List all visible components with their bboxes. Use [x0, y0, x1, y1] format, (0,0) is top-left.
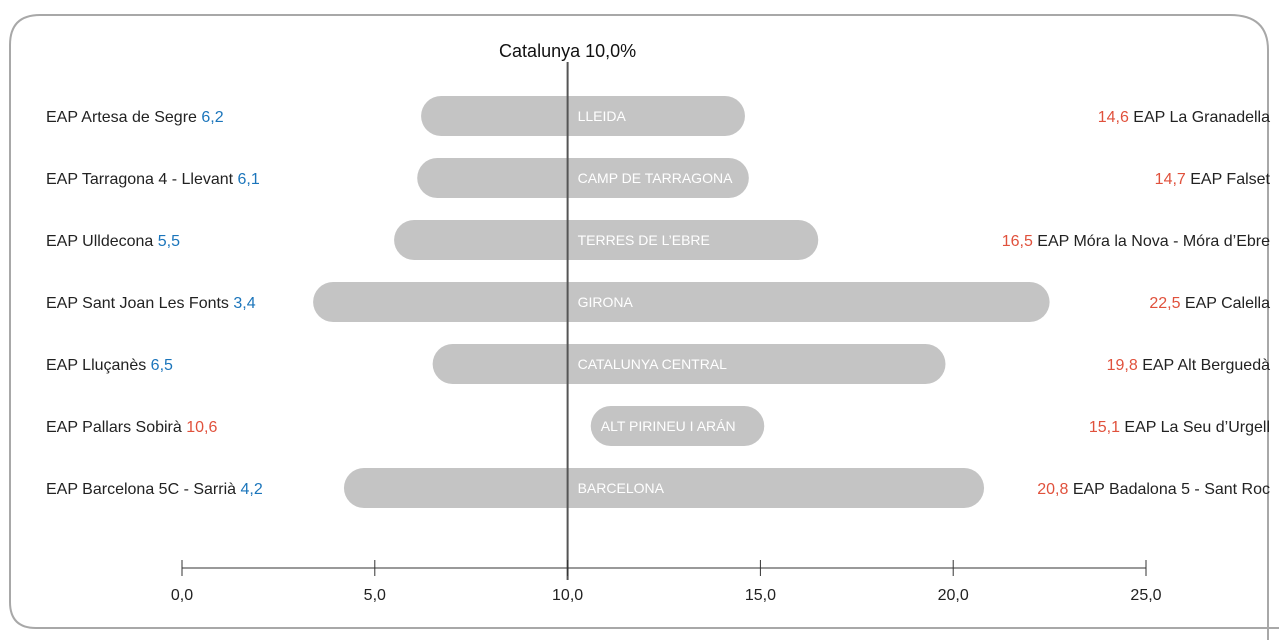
max-eap-label: 15,1 EAP La Seu d’Urgell — [1089, 419, 1270, 436]
max-eap-name: EAP Móra la Nova - Móra d’Ebre — [1033, 233, 1270, 250]
max-value-label: 16,5 — [1002, 233, 1033, 250]
min-eap-label: EAP Barcelona 5C - Sarrià 4,2 — [46, 481, 263, 498]
max-eap-name: EAP La Granadella — [1129, 109, 1270, 126]
region-label: ALT PIRINEU I ARÁN — [601, 418, 736, 434]
max-eap-name: EAP Calella — [1180, 295, 1270, 312]
max-value-label: 19,8 — [1107, 357, 1138, 374]
x-tick-label: 5,0 — [364, 587, 386, 604]
x-tick-label: 15,0 — [745, 587, 776, 604]
min-value-label: 3,4 — [233, 295, 255, 312]
range-bar — [417, 158, 749, 198]
max-eap-label: 14,6 EAP La Granadella — [1098, 109, 1270, 126]
x-tick-label: 0,0 — [171, 587, 193, 604]
max-eap-label: 19,8 EAP Alt Berguedà — [1107, 357, 1270, 374]
region-label: BARCELONA — [578, 480, 665, 496]
min-eap-label: EAP Artesa de Segre 6,2 — [46, 109, 224, 126]
min-eap-label: EAP Tarragona 4 - Llevant 6,1 — [46, 171, 260, 188]
max-value-label: 14,6 — [1098, 109, 1129, 126]
min-value-label: 5,5 — [158, 233, 180, 250]
range-bar — [313, 282, 1050, 322]
max-eap-name: EAP La Seu d’Urgell — [1120, 419, 1270, 436]
range-bar — [394, 220, 819, 260]
min-eap-label: EAP Pallars Sobirà 10,6 — [46, 419, 217, 436]
min-value-label: 6,2 — [201, 109, 223, 126]
chart-frame — [9, 14, 1279, 640]
min-value-label: 4,2 — [240, 481, 262, 498]
region-label: GIRONA — [578, 294, 634, 310]
max-eap-label: 20,8 EAP Badalona 5 - Sant Roc — [1037, 481, 1270, 498]
max-value-label: 14,7 — [1155, 171, 1186, 188]
max-eap-label: 22,5 EAP Calella — [1149, 295, 1270, 312]
max-eap-label: 16,5 EAP Móra la Nova - Móra d’Ebre — [1002, 233, 1270, 250]
min-value-label: 10,6 — [186, 419, 217, 436]
range-bar — [421, 96, 745, 136]
region-label: TERRES DE L’EBRE — [578, 232, 710, 248]
min-eap-label: EAP Ulldecona 5,5 — [46, 233, 180, 250]
max-value-label: 20,8 — [1037, 481, 1068, 498]
range-bar — [590, 406, 765, 446]
min-value-label: 6,1 — [238, 171, 260, 188]
min-value-label: 6,5 — [151, 357, 173, 374]
labels-layer: LLEIDA EAP Artesa de Segre 6,2 14,6 EAP La… — [46, 108, 1271, 498]
max-value-label: 15,1 — [1089, 419, 1120, 436]
x-axis: 0,0 5,0 10,0 15,0 20,0 25,0 — [171, 560, 1162, 604]
max-eap-name: EAP Alt Berguedà — [1138, 357, 1270, 374]
region-label: CATALUNYA CENTRAL — [578, 356, 728, 372]
reference-label: Catalunya 10,0% — [499, 41, 636, 61]
region-label: LLEIDA — [578, 108, 627, 124]
x-tick-label: 10,0 — [552, 587, 583, 604]
bars-layer — [313, 96, 1050, 508]
range-bar — [343, 468, 985, 508]
max-value-label: 22,5 — [1149, 295, 1180, 312]
range-bar — [432, 344, 946, 384]
min-eap-label: EAP Sant Joan Les Fonts 3,4 — [46, 295, 256, 312]
min-eap-label: EAP Lluçanès 6,5 — [46, 357, 173, 374]
region-label: CAMP DE TARRAGONA — [578, 170, 733, 186]
max-eap-name: EAP Badalona 5 - Sant Roc — [1068, 481, 1270, 498]
max-eap-name: EAP Falset — [1186, 171, 1271, 188]
x-tick-label: 25,0 — [1130, 587, 1161, 604]
x-tick-label: 20,0 — [938, 587, 969, 604]
max-eap-label: 14,7 EAP Falset — [1155, 171, 1271, 188]
